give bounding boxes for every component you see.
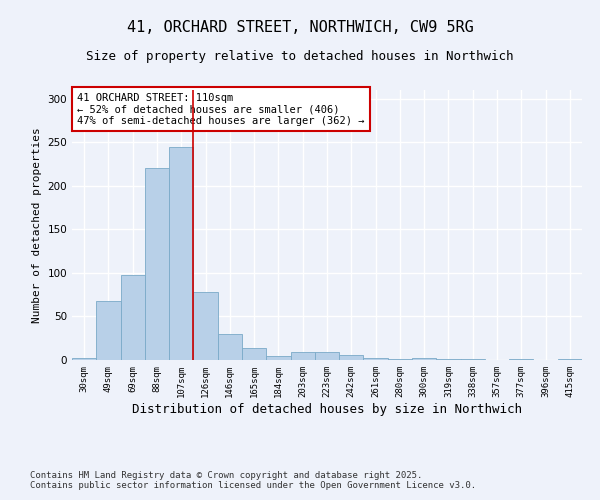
- Text: Size of property relative to detached houses in Northwich: Size of property relative to detached ho…: [86, 50, 514, 63]
- Text: 41, ORCHARD STREET, NORTHWICH, CW9 5RG: 41, ORCHARD STREET, NORTHWICH, CW9 5RG: [127, 20, 473, 35]
- Bar: [145, 168, 169, 360]
- Bar: [169, 146, 193, 360]
- Bar: [266, 356, 290, 360]
- Bar: [461, 359, 485, 360]
- Y-axis label: Number of detached properties: Number of detached properties: [32, 127, 42, 323]
- Bar: [315, 352, 339, 360]
- Bar: [218, 334, 242, 360]
- Bar: [242, 348, 266, 360]
- Bar: [96, 301, 121, 360]
- Bar: [436, 359, 461, 360]
- Bar: [412, 358, 436, 360]
- Bar: [121, 274, 145, 360]
- Bar: [364, 358, 388, 360]
- Text: Contains HM Land Registry data © Crown copyright and database right 2025.
Contai: Contains HM Land Registry data © Crown c…: [30, 470, 476, 490]
- Bar: [558, 359, 582, 360]
- Bar: [193, 292, 218, 360]
- X-axis label: Distribution of detached houses by size in Northwich: Distribution of detached houses by size …: [132, 402, 522, 415]
- Text: 41 ORCHARD STREET: 110sqm
← 52% of detached houses are smaller (406)
47% of semi: 41 ORCHARD STREET: 110sqm ← 52% of detac…: [77, 92, 365, 126]
- Bar: [72, 358, 96, 360]
- Bar: [388, 359, 412, 360]
- Bar: [290, 352, 315, 360]
- Bar: [339, 355, 364, 360]
- Bar: [509, 359, 533, 360]
